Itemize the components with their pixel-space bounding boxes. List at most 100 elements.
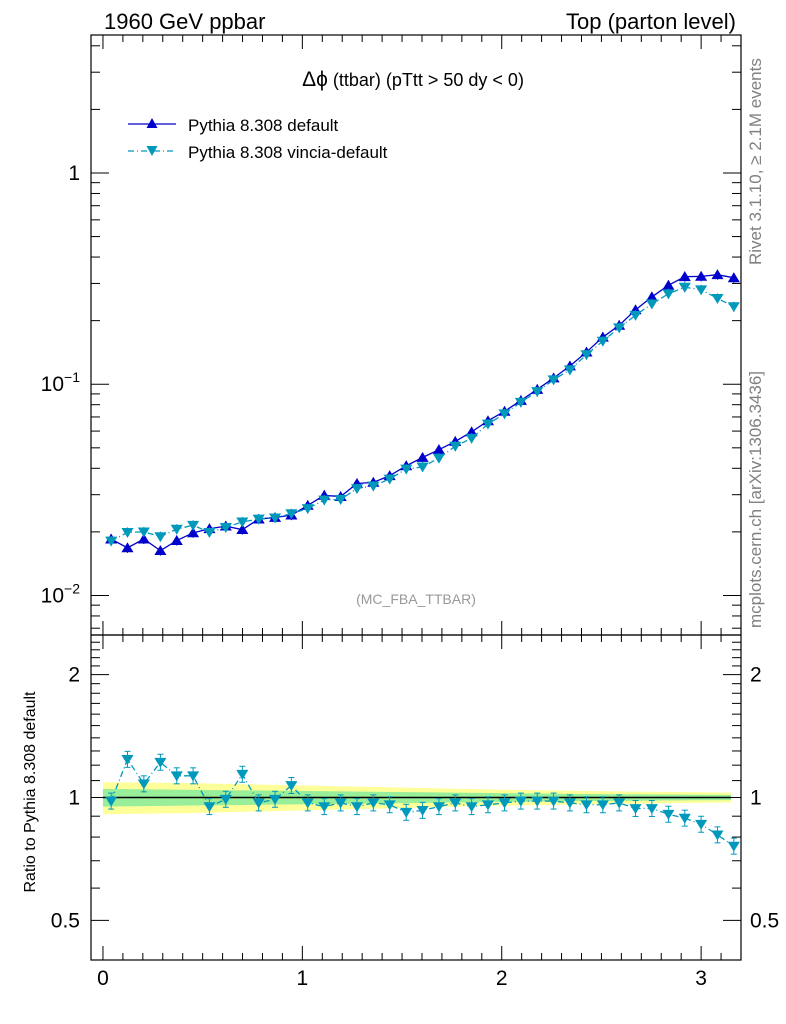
data-point-default (695, 270, 708, 281)
axis-tick-labels: 0 1 2 310−210−110.5 0.51 12 2 (41, 162, 780, 990)
ratio-point-vincia (465, 802, 478, 813)
y-tick-label-base: 10 (41, 584, 64, 607)
data-point-vincia (367, 481, 380, 492)
ratio-point-vincia (252, 798, 265, 809)
data-point-default (137, 533, 150, 544)
y-tick-label-ratio-right: 1 (750, 787, 762, 810)
ratio-point-vincia (547, 796, 560, 807)
ratio-point-vincia (645, 804, 658, 814)
data-point-default (465, 426, 478, 437)
data-point-vincia (629, 310, 642, 321)
legend-marker-triangle-down-icon (146, 146, 158, 156)
y-tick-label-ratio-left: 0.5 (51, 909, 80, 932)
ratio-point-vincia (449, 798, 462, 809)
x-tick-label: 2 (496, 967, 508, 990)
data-point-vincia (187, 520, 200, 531)
ratio-point-vincia (367, 798, 380, 809)
data-point-vincia (711, 293, 724, 304)
ratio-point-vincia (563, 798, 576, 809)
series-line-default (110, 274, 734, 552)
data-point-vincia (449, 441, 462, 452)
ratio-point-vincia (678, 813, 691, 824)
ratio-point-vincia (629, 804, 642, 814)
data-point-vincia (727, 302, 740, 313)
data-point-default (432, 444, 445, 455)
data-point-vincia (400, 464, 413, 475)
data-point-vincia (236, 517, 249, 528)
ratio-point-vincia (350, 802, 364, 813)
data-point-vincia (170, 524, 183, 535)
ratio-point-vincia (285, 781, 298, 792)
data-point-vincia (301, 504, 314, 515)
data-point-vincia (678, 282, 691, 293)
y-tick-label-base: 1 (68, 162, 80, 185)
data-point-default (727, 272, 740, 283)
data-point-default (236, 524, 249, 535)
plot-title-text: (ttbar) (pTtt > 50 dy < 0) (328, 70, 524, 90)
data-point-vincia (318, 495, 331, 506)
ratio-point-vincia (498, 798, 511, 809)
ratio-point-vincia (187, 771, 200, 782)
header-energy: 1960 GeV ppbar (104, 9, 265, 34)
side-label-rivet: Rivet 3.1.10, ≥ 2.1M events (746, 58, 765, 265)
data-point-vincia (219, 523, 232, 533)
ratio-point-vincia (121, 754, 134, 765)
data-point-default (662, 279, 675, 290)
ratio-y-axis-label: Ratio to Pythia 8.308 default (22, 691, 39, 893)
ratio-point-vincia (481, 800, 495, 811)
y-tick-label-base: 10 (41, 373, 64, 396)
y-tick-label-main: 10−1 (41, 369, 81, 396)
ratio-point-vincia (137, 779, 150, 790)
y-tick-label-ratio-left: 2 (68, 664, 80, 687)
data-point-vincia (121, 527, 134, 538)
ratio-point-vincia (662, 809, 675, 820)
data-point-vincia (137, 527, 150, 538)
main-plot-series (105, 269, 740, 556)
data-point-vincia (563, 365, 576, 376)
analysis-watermark: (MC_FBA_TTBAR) (356, 591, 476, 607)
data-point-default (121, 542, 134, 553)
data-point-vincia (416, 462, 429, 473)
data-point-vincia (268, 513, 282, 524)
data-point-vincia (252, 514, 265, 525)
data-point-default (187, 527, 200, 538)
data-point-vincia (645, 299, 658, 310)
x-tick-label: 3 (695, 967, 707, 990)
data-point-vincia (334, 494, 347, 505)
data-point-vincia (662, 289, 675, 300)
side-label-mcplots: mcplots.cern.ch [arXiv:1306.3436] (746, 371, 765, 628)
x-tick-label: 1 (297, 967, 309, 990)
y-tick-label-ratio-right: 2 (750, 664, 762, 687)
ratio-point-vincia (432, 802, 445, 813)
data-point-vincia (432, 453, 445, 464)
data-point-vincia (695, 285, 708, 296)
data-point-vincia (596, 336, 609, 347)
ratio-point-vincia (711, 830, 724, 841)
x-tick-label: 0 (97, 967, 109, 990)
ratio-point-vincia (400, 807, 413, 818)
y-tick-label-exponent: −2 (64, 580, 80, 596)
legend-label-vincia: Pythia 8.308 vincia-default (188, 143, 388, 162)
data-point-vincia (547, 375, 560, 386)
y-tick-label-exponent: −1 (64, 369, 80, 385)
ratio-point-vincia (219, 794, 232, 805)
ratio-point-vincia (613, 798, 626, 809)
ratio-plot-series (105, 750, 740, 855)
ratio-point-vincia (383, 800, 396, 811)
data-point-vincia (613, 323, 626, 334)
data-point-vincia (498, 409, 511, 420)
ratio-point-vincia (318, 802, 331, 813)
data-point-default (711, 269, 724, 280)
data-point-vincia (105, 536, 118, 547)
axis-ticks (91, 35, 742, 961)
data-point-vincia (514, 397, 527, 408)
data-point-vincia (350, 484, 364, 494)
ratio-point-vincia (580, 800, 593, 811)
ratio-point-vincia (514, 796, 527, 807)
ratio-point-vincia (268, 794, 282, 805)
y-tick-label-main: 10−2 (41, 580, 81, 607)
data-point-vincia (531, 387, 544, 398)
data-point-default (170, 535, 183, 545)
ratio-point-vincia (531, 796, 544, 807)
